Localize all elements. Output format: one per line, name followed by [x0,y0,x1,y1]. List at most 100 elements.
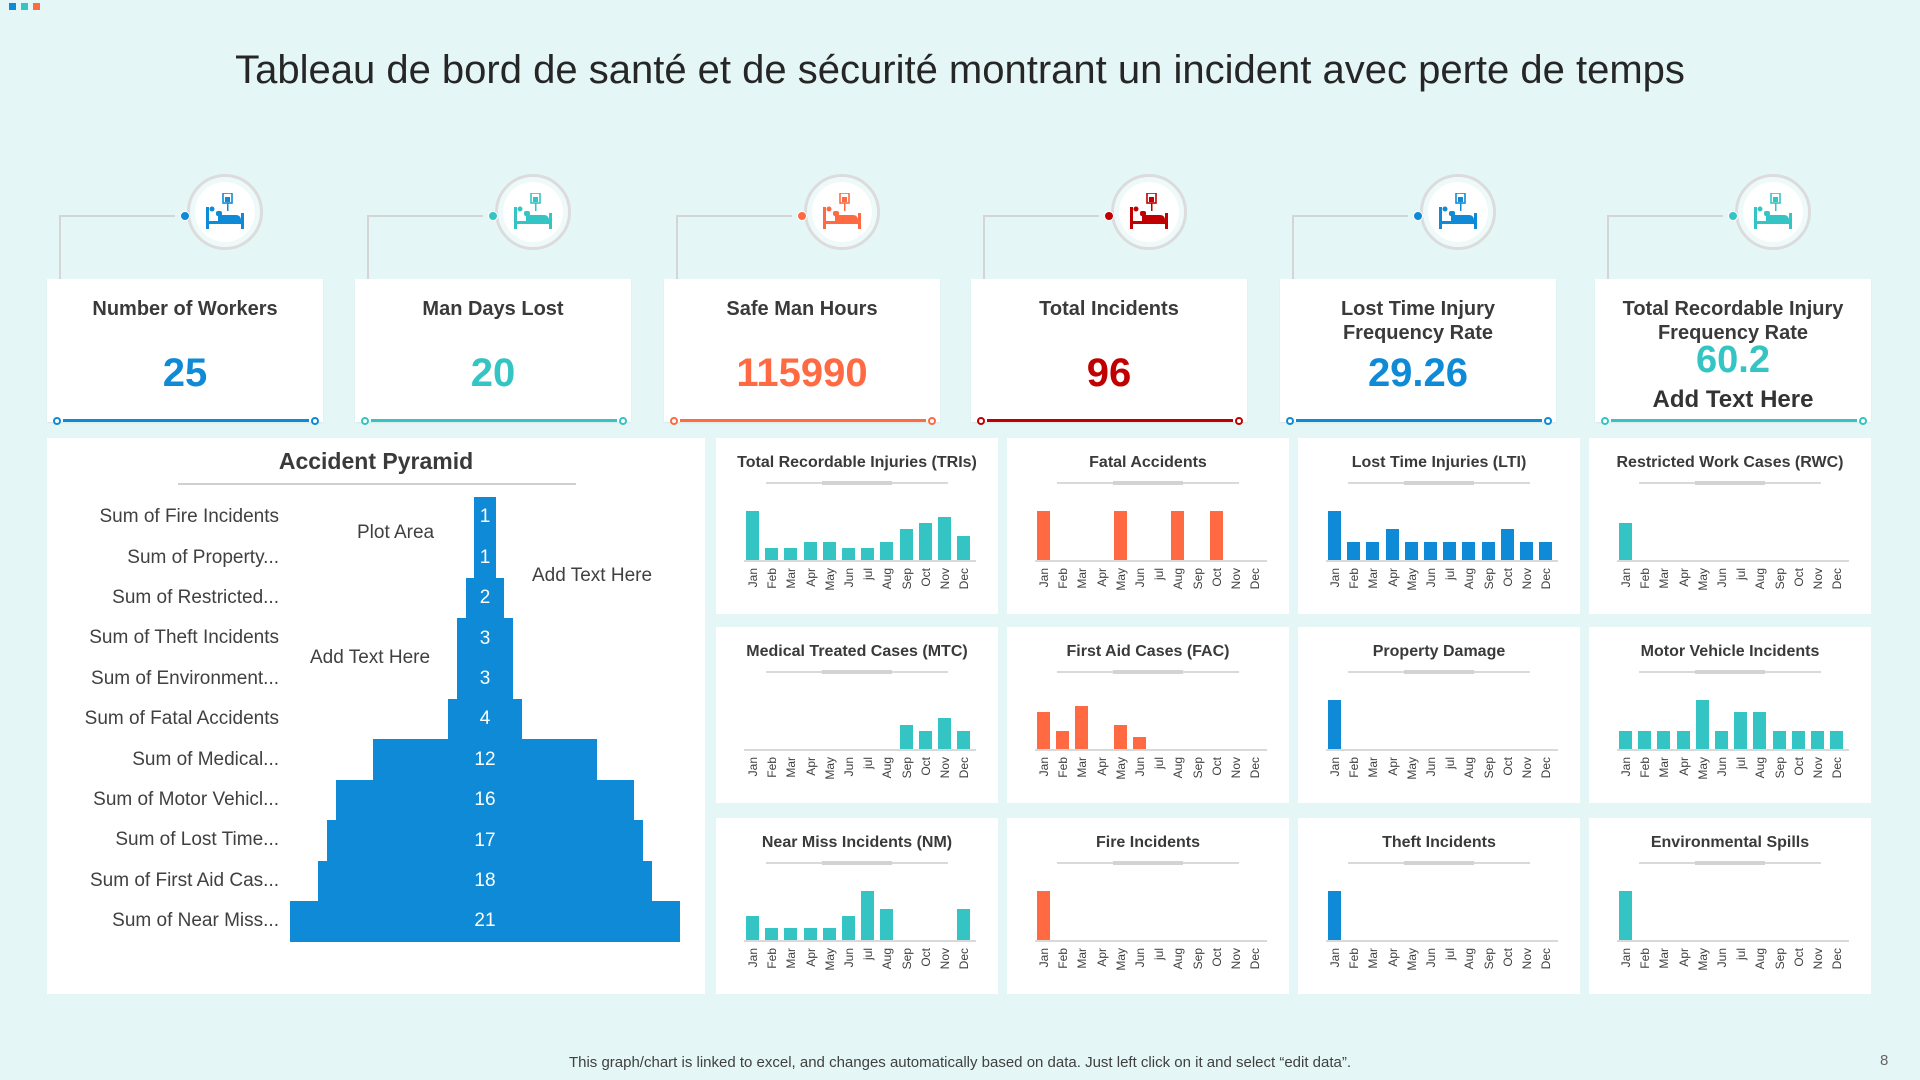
month-label: Jan [1328,568,1342,588]
hospital-bed-icon [206,193,244,229]
bar-may [1404,541,1418,560]
month-label: Sep [1481,757,1496,779]
month-label: Feb [1638,757,1653,778]
bar-jan [1328,511,1341,560]
kpi-line-dot [977,417,985,425]
bar-apr [803,541,817,560]
chart-title: Total Recordable Injuries (TRIs) [737,454,977,471]
chart-title: Fire Incidents [1095,834,1201,851]
title-underline-accent [1404,861,1474,865]
month-label: Mar [1366,757,1381,778]
month-label: Jun [1715,948,1729,968]
month-label: Jan [1328,948,1342,968]
month-label: Apr [1676,757,1691,776]
icon-circle [495,174,571,250]
icon-connector-dot [1104,211,1114,221]
month-label: jul [861,568,876,581]
month-label: jul [1443,568,1458,581]
kpi-line-dot [1859,417,1867,425]
month-label: jul [1734,948,1749,961]
month-label: Oct [1791,568,1806,587]
month-label: Sep [899,568,914,590]
title-underline-accent [1695,670,1765,674]
bar-apr [1676,730,1690,749]
kpi-label: Lost Time Injury Frequency Rate [1340,298,1496,344]
bar-jul [861,547,875,560]
connector-line [1607,215,1723,217]
page-title: Tableau de bord de santé et de sécurité … [235,48,1685,92]
x-axis-line [1326,560,1558,562]
month-label: Dec [1830,757,1845,779]
chart-title: Near Miss Incidents (NM) [761,834,953,851]
month-label: Oct [1209,568,1224,587]
bar-feb [765,547,779,560]
month-label: Dec [1539,757,1554,779]
pyramid-label: Sum of Motor Vehicl... [93,789,279,810]
bar-aug [1171,511,1185,560]
month-label: jul [861,948,876,961]
month-label: Jun [1715,757,1729,777]
kpi-card-total-incidents: Total Incidents 96 [971,279,1247,425]
icon-circle [1420,174,1496,250]
month-label: Oct [1209,948,1224,967]
month-label: Feb [1347,568,1362,589]
bar-jan [1328,700,1341,749]
month-label: Oct [1791,948,1806,967]
chart-title: Environmental Spills [1650,834,1810,851]
month-label: Apr [1385,568,1400,587]
month-label: Apr [803,948,818,967]
mini-chart-restricted-work-cases-rwc: Restricted Work Cases (RWC) Jan Feb Mar Apr M… [1589,438,1871,614]
kpi-line-dot [311,417,319,425]
month-label: Oct [918,757,933,776]
bar-jun [1715,730,1728,749]
kpi-card-number-of-workers: Number of Workers 25 [47,279,323,425]
month-label: Oct [918,948,933,967]
month-label: Oct [1500,568,1515,587]
month-label: Feb [1347,757,1362,778]
kpi-line-dot [1601,417,1609,425]
month-label: Apr [1385,948,1400,967]
accident-pyramid-panel: Accident Pyramid Sum of Fire Incidents 1 S… [47,438,705,994]
month-label: Aug [1753,948,1768,970]
x-axis-line [1326,749,1558,751]
mini-chart-fatal-accidents: Fatal Accidents Jan Feb Mar Apr May Jun jul Aug S… [1007,438,1289,614]
title-underline-accent [822,861,892,865]
month-label: Feb [765,948,780,969]
month-label: Jun [1424,948,1438,968]
month-label: Feb [765,568,780,589]
kpi-accent-line [1296,419,1542,422]
bar-aug [1462,541,1476,560]
title-underline-accent [1695,861,1765,865]
month-label: Apr [803,757,818,776]
month-label: May [1113,757,1128,780]
month-label: May [1404,568,1419,591]
month-label: May [1113,948,1128,971]
month-label: Jun [1715,568,1729,588]
hospital-bed-icon [823,193,861,229]
kpi-label: Man Days Lost [422,298,564,320]
month-label: May [1404,948,1419,971]
month-label: Nov [1811,948,1825,970]
month-label: Jun [842,757,856,777]
mini-chart-environmental-spills: Environmental Spills Jan Feb Mar Apr May Jun ju… [1589,818,1871,994]
kpi-label: Total Incidents [1039,298,1179,320]
bar-sep [899,724,913,749]
month-label: Jun [1133,757,1147,777]
month-label: Mar [1657,568,1672,589]
kpi-value: 20 [470,351,516,395]
pyramid-label: Sum of Near Miss... [112,910,279,932]
kpi-line-dot [1235,417,1243,425]
bar-oct [1500,529,1514,560]
month-label: Jun [842,948,856,968]
month-label: Feb [1347,948,1362,969]
pyramid-bar: 21 [289,901,681,942]
pyramid-label: Sum of Medical... [132,748,279,770]
bar-oct [918,523,932,560]
month-label: Dec [1248,757,1263,779]
month-label: Nov [938,568,952,590]
month-label: Sep [899,948,914,970]
connector-line [1292,215,1408,217]
month-label: Jan [1619,948,1633,968]
month-label: Nov [1229,948,1243,970]
mini-chart-first-aid-cases-fac: First Aid Cases (FAC) Jan Feb Mar Apr May Jun j… [1007,627,1289,803]
